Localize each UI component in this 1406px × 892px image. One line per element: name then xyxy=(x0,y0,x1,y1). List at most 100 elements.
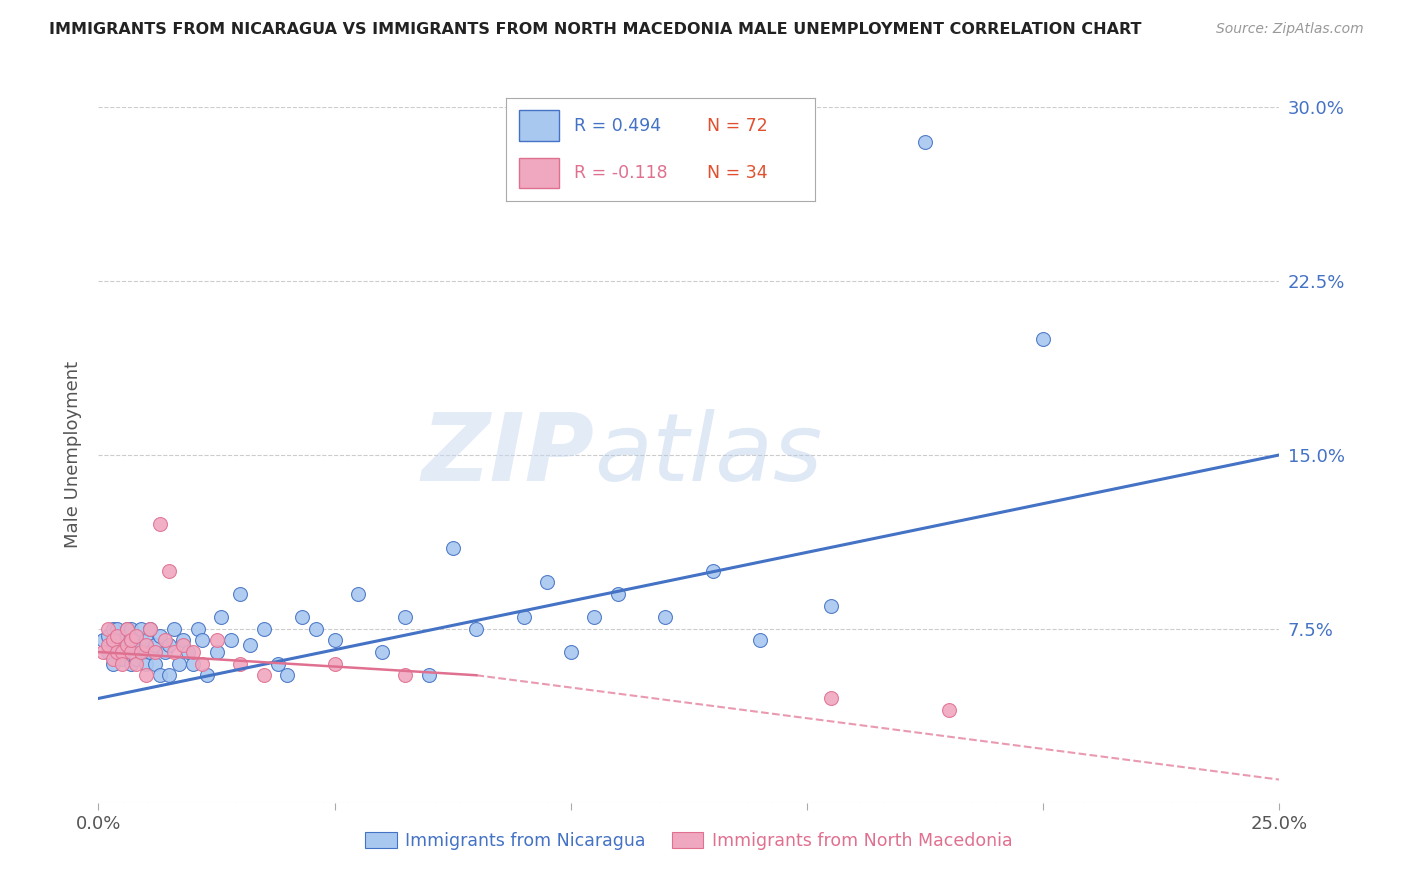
Point xyxy=(209,610,232,624)
Point xyxy=(115,622,138,636)
Point xyxy=(143,645,166,659)
Point xyxy=(135,633,157,648)
Point xyxy=(938,703,960,717)
FancyBboxPatch shape xyxy=(519,158,558,188)
Point xyxy=(536,575,558,590)
Point xyxy=(115,629,138,643)
Point xyxy=(115,622,138,636)
Point xyxy=(121,645,143,659)
Text: N = 72: N = 72 xyxy=(707,117,768,135)
Legend: Immigrants from Nicaragua, Immigrants from North Macedonia: Immigrants from Nicaragua, Immigrants fr… xyxy=(359,825,1019,856)
Point xyxy=(125,657,148,671)
Text: Source: ZipAtlas.com: Source: ZipAtlas.com xyxy=(1216,22,1364,37)
Point xyxy=(157,638,180,652)
Point xyxy=(135,657,157,671)
Point xyxy=(157,564,180,578)
Point xyxy=(181,645,204,659)
Point xyxy=(276,668,298,682)
Point xyxy=(702,564,724,578)
Point xyxy=(290,610,312,624)
Text: ZIP: ZIP xyxy=(422,409,595,501)
Text: IMMIGRANTS FROM NICARAGUA VS IMMIGRANTS FROM NORTH MACEDONIA MALE UNEMPLOYMENT C: IMMIGRANTS FROM NICARAGUA VS IMMIGRANTS … xyxy=(49,22,1142,37)
Point xyxy=(748,633,770,648)
Point xyxy=(105,645,128,659)
Point xyxy=(163,622,186,636)
Point xyxy=(172,638,194,652)
Point xyxy=(135,645,157,659)
Point xyxy=(163,645,186,659)
Point xyxy=(125,645,148,659)
Point xyxy=(105,638,128,652)
Text: N = 34: N = 34 xyxy=(707,164,768,182)
Point xyxy=(560,645,582,659)
Point xyxy=(394,668,416,682)
Point xyxy=(371,645,394,659)
Point xyxy=(441,541,464,555)
Point xyxy=(205,633,228,648)
Point xyxy=(105,622,128,636)
Point xyxy=(101,638,124,652)
Point xyxy=(167,657,190,671)
Point xyxy=(139,622,162,636)
Point xyxy=(394,610,416,624)
Point xyxy=(121,657,143,671)
Point xyxy=(115,638,138,652)
Point xyxy=(205,645,228,659)
Point xyxy=(97,629,120,643)
Point xyxy=(418,668,440,682)
Point xyxy=(181,657,204,671)
Point xyxy=(512,610,534,624)
Point xyxy=(111,657,134,671)
Point xyxy=(607,587,630,601)
Point xyxy=(583,610,606,624)
Point xyxy=(111,652,134,666)
Point xyxy=(191,657,214,671)
Point xyxy=(139,622,162,636)
Point xyxy=(253,668,276,682)
Point xyxy=(229,657,252,671)
Point xyxy=(267,657,290,671)
Point xyxy=(97,645,120,659)
Point xyxy=(239,638,262,652)
Point xyxy=(157,668,180,682)
Point xyxy=(187,622,209,636)
Point xyxy=(91,633,114,648)
Point xyxy=(219,633,242,648)
Point xyxy=(101,657,124,671)
Point xyxy=(347,587,370,601)
Point xyxy=(195,668,218,682)
Point xyxy=(139,645,162,659)
Point xyxy=(111,645,134,659)
Point xyxy=(172,633,194,648)
Point xyxy=(323,657,346,671)
Point xyxy=(143,638,166,652)
Point xyxy=(149,629,172,643)
Point xyxy=(97,622,120,636)
Point xyxy=(129,622,152,636)
Point xyxy=(153,645,176,659)
Point xyxy=(105,629,128,643)
Point xyxy=(191,633,214,648)
Point xyxy=(125,633,148,648)
Point xyxy=(305,622,328,636)
Text: R = -0.118: R = -0.118 xyxy=(574,164,668,182)
Text: atlas: atlas xyxy=(595,409,823,500)
Point xyxy=(654,610,676,624)
Point xyxy=(153,633,176,648)
Point xyxy=(121,633,143,648)
Point xyxy=(91,645,114,659)
Point xyxy=(111,645,134,659)
Point xyxy=(111,638,134,652)
Point xyxy=(105,629,128,643)
Point xyxy=(97,638,120,652)
Point xyxy=(323,633,346,648)
Point xyxy=(149,517,172,532)
Point xyxy=(115,645,138,659)
Point xyxy=(177,645,200,659)
Point xyxy=(229,587,252,601)
Point xyxy=(135,638,157,652)
Point xyxy=(135,668,157,682)
Point xyxy=(143,657,166,671)
Point xyxy=(129,638,152,652)
Point xyxy=(101,622,124,636)
